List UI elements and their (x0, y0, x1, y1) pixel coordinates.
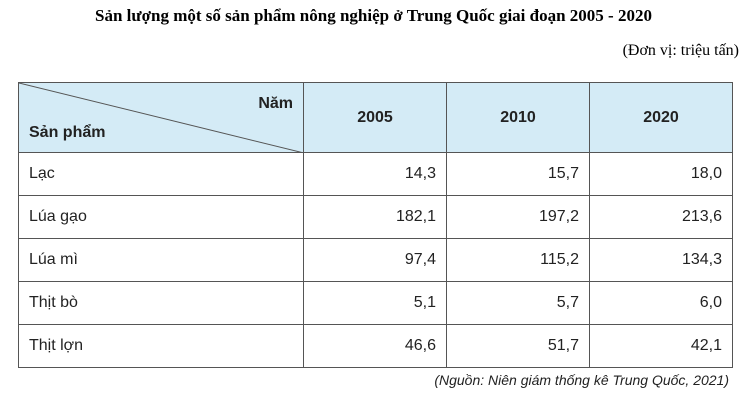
product-name: Thịt bò (18, 281, 304, 325)
value-cell: 134,3 (589, 238, 733, 282)
corner-bottom: Sản phẩm (29, 124, 106, 141)
table: Năm Sản phẩm 2005 2010 2020 Lạc 14,3 15,7 18,… (18, 82, 733, 368)
table-row: Thịt lợn 46,6 51,7 42,1 (18, 324, 733, 368)
value-cell: 14,3 (303, 152, 447, 196)
corner-cell: Năm Sản phẩm (18, 82, 304, 153)
title: Sản lượng một số sản phẩm nông nghiệp ở … (95, 6, 652, 25)
corner-top: Năm (258, 95, 293, 112)
source: (Nguồn: Niên giám thống kê Trung Quốc, 2… (434, 372, 729, 388)
product-name: Lúa mì (18, 238, 304, 282)
value-cell: 5,1 (303, 281, 447, 325)
unit: (Đơn vị: triệu tấn) (622, 42, 739, 59)
value-cell: 46,6 (303, 324, 447, 368)
value-cell: 115,2 (446, 238, 590, 282)
year-header: 2010 (446, 82, 590, 153)
diagonal (19, 83, 304, 153)
value-cell: 6,0 (589, 281, 733, 325)
value-cell: 182,1 (303, 195, 447, 239)
table-row: Lúa gạo 182,1 197,2 213,6 (18, 195, 733, 239)
value-cell: 18,0 (589, 152, 733, 196)
table-row: Lúa mì 97,4 115,2 134,3 (18, 238, 733, 282)
value-cell: 5,7 (446, 281, 590, 325)
product-name: Lúa gạo (18, 195, 304, 239)
table-body: Lạc 14,3 15,7 18,0 Lúa gạo 182,1 197,2 213,6 Lúa… (18, 152, 733, 368)
value-cell: 42,1 (589, 324, 733, 368)
product-name: Thịt lợn (18, 324, 304, 368)
value-cell: 97,4 (303, 238, 447, 282)
year-header: 2005 (303, 82, 447, 153)
value-cell: 15,7 (446, 152, 590, 196)
table-row: Lạc 14,3 15,7 18,0 (18, 152, 733, 196)
product-name: Lạc (18, 152, 304, 196)
value-cell: 213,6 (589, 195, 733, 239)
value-cell: 197,2 (446, 195, 590, 239)
header-row: Năm Sản phẩm 2005 2010 2020 (18, 82, 733, 153)
year-header: 2020 (589, 82, 733, 153)
value-cell: 51,7 (446, 324, 590, 368)
table-row: Thịt bò 5,1 5,7 6,0 (18, 281, 733, 325)
